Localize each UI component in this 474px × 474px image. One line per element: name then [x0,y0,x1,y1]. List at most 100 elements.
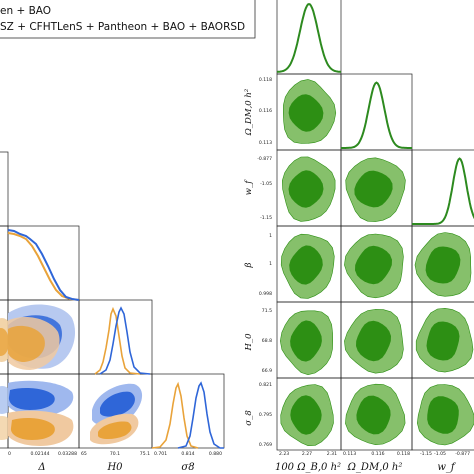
contour-orange-inner [98,421,132,439]
right-1d-marginals [276,3,474,225]
left-panel-s8-1d [151,373,225,449]
right-contour-c1-r3 [344,233,404,299]
contour-green-inner [425,246,461,284]
xlabel-s8: σ8 [181,462,194,473]
xtick-wf-2: -0.877 [455,451,470,457]
tick-h0-0: 65 [81,451,87,457]
xtick-wf-0: -1.15 [420,451,432,457]
right-panel-c2-r5 [411,377,474,451]
right-contour-c1-r2 [345,157,406,222]
ylabel-wf: w_f [244,179,254,196]
right-x-ticks: 2.23 2.27 2.31 0.113 0.116 0.118 -1.15 -… [279,451,470,457]
xtick-omb-2: 2.31 [327,451,337,457]
ytick-wf-bot: -1.15 [260,215,272,221]
contour-green-inner [290,395,322,435]
ytick-beta-top: 1 [269,233,272,239]
legend-entry-1: en + BAO [0,5,51,17]
contour-green-inner [288,94,324,132]
marginal-green-line [276,3,342,73]
left-h0-marginal [94,306,151,375]
ytick-s8-bot: 0.769 [259,442,272,448]
left-triangle-plot: en + BAO SZ + CFHTLenS + Pantheon + BAO … [0,0,256,473]
left-panel-col0-row0 [0,151,9,227]
marginal-green-line [341,81,412,149]
contour-green-inner [354,170,393,208]
ytick-wf-mid: -1.05 [260,181,272,187]
xlabel-omdm: Ω_DM,0 h² [347,462,403,473]
series-blue-line [177,381,224,449]
contour-blue-inner [100,391,135,417]
right-contour-c0-r2 [281,156,336,222]
left-panel-frames [0,151,225,449]
left-x-ticks: 0 0.02144 0.03288 65 70.1 75.1 0.701 0.8… [8,451,222,457]
left-delta-s8-contours [8,380,74,446]
left-col0-s8-contours [0,386,8,440]
xlabel-omb: 100 Ω_B,0 h² [275,462,341,473]
ytick-wf-top: -0.877 [257,156,272,162]
left-x-labels: Δ H0 σ8 [37,462,194,473]
series-blue-line [7,229,80,301]
left-delta-marginal [7,229,80,301]
contour-green-inner [290,320,322,362]
xtick-omb-0: 2.23 [279,451,289,457]
right-contour-c2-r5 [416,384,474,446]
contour-orange-inner [10,418,55,440]
ylabel-h0: H_0 [244,333,254,352]
ylabel-beta: β [244,262,254,268]
xtick-omdm-0: 0.113 [343,451,356,457]
series-orange-line [7,232,80,301]
ytick-s8-mid: 0.795 [259,412,272,418]
series-orange-line [151,381,199,449]
right-contour-c0-r5 [280,384,334,447]
right-panel-c2-r2 [411,149,474,227]
right-2d-contours [279,79,474,447]
right-contour-c2-r4 [415,307,474,373]
contour-blue-outer [0,386,8,414]
xlabel-h0: H0 [106,462,123,473]
legend: en + BAO SZ + CFHTLenS + Pantheon + BAO … [0,0,256,39]
right-y-labels: Ω_DM,0 h² w_f β H_0 σ_8 [244,88,254,426]
ytick-h0-bot: 66.9 [262,368,272,374]
contour-green-inner [356,395,391,435]
xtick-omdm-2: 0.118 [397,451,410,457]
right-x-labels: 100 Ω_B,0 h² Ω_DM,0 h² w_f [275,462,457,473]
ytick-s8-top: 0.821 [259,382,272,388]
ytick-omdm-mid: 0.116 [259,108,272,114]
contour-green-inner [289,245,323,285]
contour-green-inner [356,320,391,362]
ytick-omdm-bot: 0.113 [259,140,272,146]
ylabel-omdm: Ω_DM,0 h² [244,88,254,136]
left-delta-h0-contours [8,304,75,370]
tick-h0-2: 75.1 [140,451,150,457]
tick-delta-0: 0 [8,451,11,457]
left-panel-col0-row1 [0,225,9,301]
contour-orange-inner [8,325,45,362]
contour-orange-inner [0,328,8,356]
contour-green-inner [427,396,459,434]
ytick-omdm-top: 0.118 [259,77,272,83]
contour-green-inner [355,245,392,285]
tick-delta-2: 0.03288 [58,451,77,457]
right-contour-c1-r5 [345,383,406,446]
right-y-ticks: 0.118 0.116 0.113 -0.877 -1.05 -1.15 1 1… [257,77,272,448]
left-panel-h0-1d [78,299,153,375]
right-panel-c0-r0 [276,0,342,75]
right-contour-c1-r4 [344,309,404,374]
ytick-h0-mid: 68.8 [262,338,272,344]
right-panel-frames [276,0,474,451]
xtick-omdm-1: 0.116 [371,451,384,457]
ytick-beta-bot: 0.998 [259,291,272,297]
ytick-beta-mid: 1 [269,261,272,267]
marginal-green-line [412,157,474,225]
contour-green-inner [288,170,324,208]
series-orange-line [94,306,141,375]
legend-entry-2: SZ + CFHTLenS + Pantheon + BAO + BAORSD [0,21,245,33]
xlabel-delta: Δ [37,462,45,473]
left-col0-h0-contours [0,318,8,362]
series-blue-line [99,306,151,375]
right-contour-c2-r3 [414,232,472,297]
tick-s8-1: 0.814 [181,451,194,457]
contour-orange-outer [0,416,8,440]
tick-s8-0: 0.701 [154,451,167,457]
